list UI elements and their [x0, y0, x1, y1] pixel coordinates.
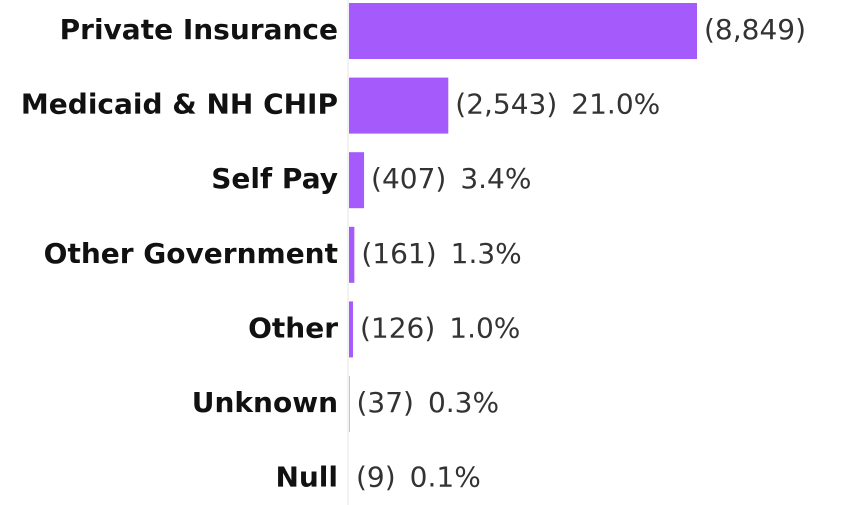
bar — [349, 226, 355, 283]
value-label: (2,543) — [455, 88, 557, 121]
value-label: (37) — [356, 386, 413, 419]
category-label: Unknown — [192, 386, 338, 419]
category-label: Null — [275, 461, 338, 494]
value-label: (161) — [361, 237, 436, 270]
percentage-label: 0.1% — [410, 461, 481, 494]
percentage-label: 1.0% — [449, 311, 520, 344]
value-label: (126) — [360, 311, 435, 344]
bar — [349, 301, 353, 358]
percentage-label: 0.3% — [428, 386, 499, 419]
bar — [349, 77, 449, 134]
bar — [349, 3, 697, 59]
bar — [349, 152, 365, 209]
percentage-label: 1.3% — [451, 237, 522, 270]
percentage-label: 21.0% — [571, 88, 660, 121]
value-label: (407) — [371, 162, 446, 195]
percentage-label: 3.4% — [460, 162, 531, 195]
category-label: Medicaid & NH CHIP — [21, 88, 338, 121]
value-label: (9) — [356, 461, 396, 494]
category-label: Self Pay — [211, 162, 338, 195]
category-label: Other Government — [44, 237, 338, 270]
category-label: Private Insurance — [60, 13, 338, 46]
value-label: (8,849) — [704, 13, 806, 46]
category-label: Other — [248, 311, 338, 344]
